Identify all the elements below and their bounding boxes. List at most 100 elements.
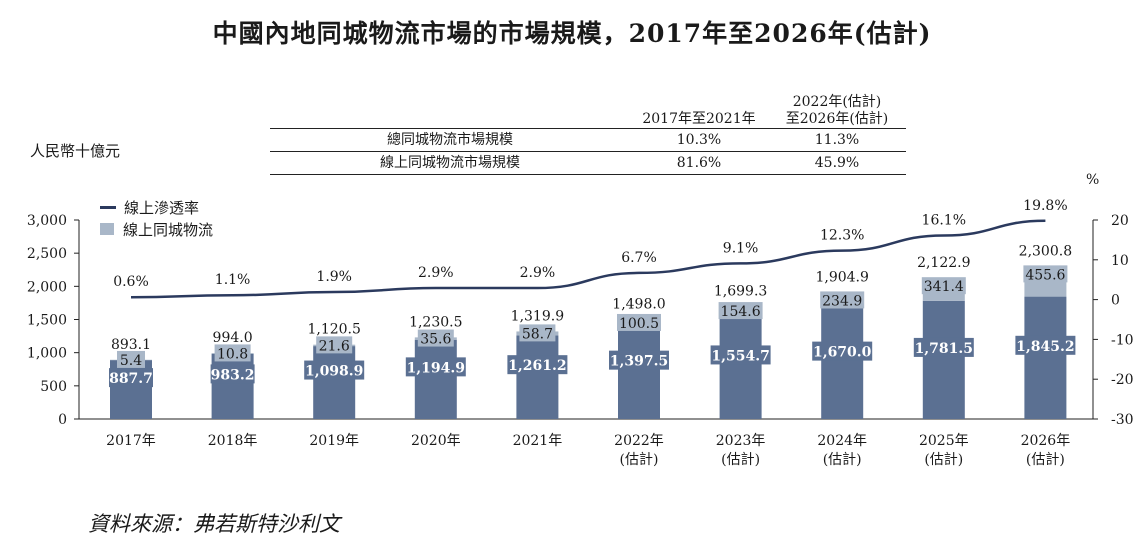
offline-value-label-bg xyxy=(210,364,255,384)
x-tick-sublabel: (估計) xyxy=(721,452,760,468)
y-tick-label: 1,500 xyxy=(27,313,67,329)
penetration-rate-line xyxy=(130,219,1046,299)
line-point-label: 2.9% xyxy=(520,265,556,281)
total-value-label: 893.1 xyxy=(111,337,151,353)
total-value-label: 1,319.9 xyxy=(511,308,564,324)
offline-value-label-bg xyxy=(710,345,771,365)
y-tick-label: 2,000 xyxy=(27,279,67,295)
y2-tick-label: -10 xyxy=(1111,332,1134,348)
y-tick-label: 1,000 xyxy=(27,346,67,362)
online-value-label: 455.6 xyxy=(1025,267,1065,283)
online-value-label-bg xyxy=(417,329,454,347)
offline-value-label: 1,098.9 xyxy=(305,364,363,380)
x-tick-label: 2018年 xyxy=(208,433,258,449)
bar-offline-segment xyxy=(211,353,254,419)
cagr-row-value-1: 81.6% xyxy=(630,151,768,175)
legend-line-label: 線上滲透率 xyxy=(124,198,200,217)
offline-value-label-bg xyxy=(304,360,365,380)
source-note: 資料來源：弗若斯特沙利文 xyxy=(88,512,340,536)
line-point-label: 16.1% xyxy=(922,213,966,229)
bar-offline-segment xyxy=(414,339,457,419)
bar-offline-segment xyxy=(313,346,356,419)
total-value-label: 1,498.0 xyxy=(612,297,665,313)
legend: 線上滲透率 線上同城物流 xyxy=(100,196,213,240)
online-value-label: 100.5 xyxy=(619,316,659,332)
cagr-row-total: 總同城物流市場規模 10.3% 11.3% xyxy=(270,128,906,152)
total-value-label: 994.0 xyxy=(213,330,253,346)
cagr-header-col2-line2: 至2026年(估計) xyxy=(785,111,889,127)
offline-value-label: 1,397.5 xyxy=(610,354,668,370)
online-value-label: 10.8 xyxy=(217,346,248,362)
online-value-label-bg xyxy=(718,302,763,320)
line-point-label: 19.8% xyxy=(1023,198,1067,214)
y2-tick-label: -30 xyxy=(1111,412,1134,428)
legend-item-line: 線上滲透率 xyxy=(100,196,213,218)
online-value-label: 154.6 xyxy=(721,304,761,320)
bar-offline-segment xyxy=(516,335,559,419)
y-tick-label: 0 xyxy=(58,412,67,428)
cagr-row-label: 線上同城物流市場規模 xyxy=(270,151,630,175)
legend-bar-label: 線上同城物流 xyxy=(123,220,214,239)
online-value-label: 58.7 xyxy=(522,326,553,342)
offline-value-label-bg xyxy=(1015,335,1076,355)
online-value-label-bg xyxy=(519,324,556,342)
bar-offline-segment xyxy=(922,300,965,419)
online-value-label: 35.6 xyxy=(420,332,451,348)
cagr-row-online: 線上同城物流市場規模 81.6% 45.9% xyxy=(270,151,906,175)
total-value-label: 1,230.5 xyxy=(409,314,462,330)
offline-value-label-bg xyxy=(507,355,568,375)
offline-value-label: 1,194.9 xyxy=(407,360,465,376)
x-tick-label: 2022年 xyxy=(614,433,664,449)
legend-line-swatch xyxy=(100,205,116,209)
line-point-label: 12.3% xyxy=(820,228,864,244)
online-value-label-bg xyxy=(117,350,145,368)
cagr-header-col2: 2022年(估計) 至2026年(估計) xyxy=(768,88,906,129)
total-value-label: 2,300.8 xyxy=(1019,243,1072,259)
bar-offline-segment xyxy=(618,326,660,419)
x-tick-label: 2017年 xyxy=(106,433,156,449)
bar-offline-segment xyxy=(719,315,762,419)
offline-value-label: 1,261.2 xyxy=(508,358,566,374)
offline-value-label-bg xyxy=(109,368,153,388)
line-point-label: 6.7% xyxy=(621,250,657,266)
y2-tick-label: 10 xyxy=(1111,253,1129,269)
offline-value-label: 1,554.7 xyxy=(711,348,769,364)
chart-title: 中國內地同城物流市場的市場規模，2017年至2026年(估計) xyxy=(212,19,932,48)
online-value-label-bg xyxy=(1023,265,1068,283)
total-value-label: 1,120.5 xyxy=(307,322,360,338)
offline-value-label: 1,845.2 xyxy=(1016,339,1074,355)
online-value-label: 21.6 xyxy=(319,338,350,354)
x-tick-label: 2021年 xyxy=(513,433,563,449)
line-point-label: 1.1% xyxy=(215,272,251,288)
y-tick-label: 2,500 xyxy=(27,246,67,262)
total-value-label: 1,699.3 xyxy=(714,283,767,299)
bar-offline-segment xyxy=(821,308,864,419)
line-point-label: 9.1% xyxy=(723,240,759,256)
cagr-table: 2017年至2021年 2022年(估計) 至2026年(估計) 總同城物流市場… xyxy=(270,88,906,175)
offline-value-label-bg xyxy=(405,357,466,377)
online-value-label-bg xyxy=(921,277,966,295)
cagr-row-value-2: 45.9% xyxy=(768,151,906,175)
x-tick-label: 2020年 xyxy=(411,433,461,449)
legend-item-bar: 線上同城物流 xyxy=(100,218,213,240)
legend-bar-swatch xyxy=(100,223,114,235)
online-value-label: 5.4 xyxy=(120,353,142,369)
total-value-label: 2,122.9 xyxy=(917,255,970,271)
offline-value-label: 887.7 xyxy=(109,371,153,387)
cagr-header-col1: 2017年至2021年 xyxy=(642,111,756,127)
x-tick-label: 2023年 xyxy=(716,433,766,449)
x-tick-sublabel: (估計) xyxy=(620,452,659,468)
cagr-row-value-2: 11.3% xyxy=(768,128,906,152)
bar-offline-segment xyxy=(1024,296,1067,419)
x-tick-label: 2025年 xyxy=(919,433,969,449)
offline-value-label-bg xyxy=(609,350,669,370)
x-tick-label: 2024年 xyxy=(817,433,867,449)
line-point-label: 2.9% xyxy=(418,265,454,281)
x-tick-label: 2026年 xyxy=(1021,433,1071,449)
y2-tick-label: 20 xyxy=(1111,213,1129,229)
offline-value-label: 1,781.5 xyxy=(915,341,973,357)
offline-value-label-bg xyxy=(812,341,873,361)
y-tick-label: 3,000 xyxy=(27,213,67,229)
offline-value-label-bg xyxy=(913,337,974,357)
